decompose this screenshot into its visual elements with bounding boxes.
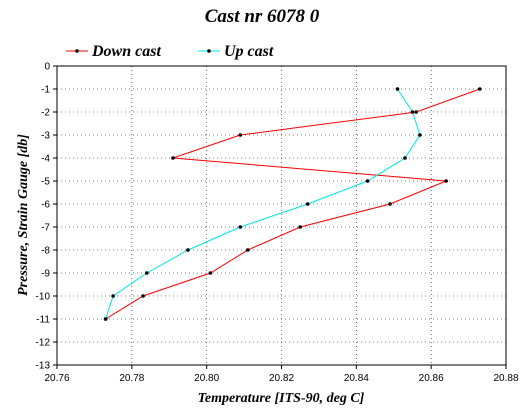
y-tick-label: -11 (36, 315, 50, 326)
data-point-up-cast (103, 317, 108, 321)
legend-label-down-cast: Down cast (91, 43, 161, 60)
data-point-down-cast (208, 271, 213, 275)
x-tick-label: 20.80 (194, 373, 219, 384)
y-axis: 0 -1 -2 -3 -4 -5 -6 -7 -8 -9 -10 -11 -12 -13 (36, 62, 57, 372)
data-point-up-cast (305, 202, 310, 206)
y-tick-label: -7 (41, 223, 50, 234)
y-tick-label: -10 (36, 292, 51, 303)
data-point-down-cast (141, 294, 145, 298)
legend: Down cast Up cast (66, 43, 274, 60)
data-point-up-cast (410, 110, 415, 114)
y-tick-label: -3 (41, 131, 50, 142)
x-tick-label: 20.76 (44, 373, 69, 384)
chart-title: Cast nr 6078 0 (205, 6, 320, 27)
data-point-down-cast (478, 87, 482, 91)
data-point-down-cast (414, 110, 419, 114)
x-axis-label: Temperature [ITS-90, deg C] (198, 391, 365, 406)
x-tick-label: 20.82 (269, 373, 294, 384)
data-point-down-cast (246, 248, 250, 252)
y-tick-label: -5 (41, 177, 50, 188)
y-tick-label: -8 (41, 246, 50, 257)
data-point-up-cast (186, 248, 190, 252)
data-point-up-cast (365, 179, 370, 183)
data-point-up-cast (238, 225, 243, 229)
data-point-down-cast (444, 179, 448, 183)
y-tick-label: -12 (36, 338, 51, 349)
legend-marker-down-cast (75, 49, 79, 53)
y-axis-label: Pressure, Strain Gauge [db] (16, 134, 31, 296)
y-tick-label: -4 (41, 154, 50, 165)
y-tick-label: 0 (44, 62, 50, 73)
x-tick-label: 20.84 (344, 373, 369, 384)
data-point-down-cast (388, 202, 392, 206)
y-tick-label: -13 (36, 361, 51, 372)
data-point-down-cast (238, 133, 243, 137)
data-point-down-cast (171, 156, 175, 160)
data-point-up-cast (395, 87, 400, 91)
series-layer (103, 87, 482, 321)
series-line-up-cast (105, 88, 421, 320)
x-tick-label: 20.86 (419, 373, 444, 384)
data-point-up-cast (145, 271, 149, 275)
data-point-down-cast (298, 225, 303, 229)
data-point-up-cast (403, 156, 407, 160)
y-tick-label: -2 (41, 108, 50, 119)
data-point-up-cast (111, 294, 115, 298)
grid (57, 66, 506, 365)
y-tick-label: -9 (41, 269, 50, 280)
legend-marker-up-cast (207, 49, 211, 53)
legend-label-up-cast: Up cast (224, 43, 274, 60)
x-tick-label: 20.88 (493, 373, 518, 384)
x-axis: 20.76 20.78 20.80 20.82 20.84 20.86 20.88 (44, 365, 519, 384)
x-tick-label: 20.78 (119, 373, 144, 384)
y-tick-label: -6 (41, 200, 50, 211)
data-point-up-cast (418, 133, 422, 137)
y-tick-label: -1 (41, 85, 50, 96)
